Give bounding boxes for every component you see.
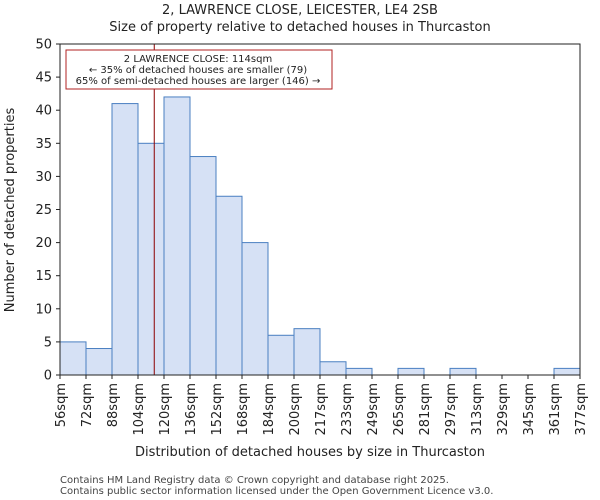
y-tick-label: 35 <box>35 137 52 152</box>
x-axis-label: Distribution of detached houses by size … <box>135 445 485 460</box>
x-axis-ticks: 56sqm 72sqm 88sqm 104sqm 120sqm 136sqm 152sqm 1… <box>54 375 589 436</box>
y-tick-label: 20 <box>35 236 52 251</box>
bar-120sqm <box>163 96 191 376</box>
x-tick-label: 152sqm <box>210 383 225 436</box>
annotation-line-3: 65% of semi-detached houses are larger (… <box>76 76 321 87</box>
y-tick-label: 30 <box>35 170 52 185</box>
x-tick-label: 361sqm <box>548 383 563 436</box>
x-tick-label: 184sqm <box>262 383 277 436</box>
y-tick-label: 0 <box>44 369 52 384</box>
x-tick-label: 200sqm <box>288 383 303 436</box>
y-tick-label: 25 <box>35 203 52 218</box>
x-tick-label: 217sqm <box>314 383 329 436</box>
x-tick-label: 249sqm <box>366 383 381 436</box>
y-axis-ticks: 0 5 10 15 20 25 30 35 40 45 50 <box>35 38 60 384</box>
x-tick-label: 345sqm <box>522 383 537 436</box>
y-tick-label: 15 <box>35 269 52 284</box>
bar-88sqm <box>111 103 139 376</box>
bar-200sqm <box>293 328 321 376</box>
annotation-line-2: ← 35% of detached houses are smaller (79… <box>89 65 307 76</box>
bar-361sqm <box>553 367 581 376</box>
annotation-line-1: 2 LAWRENCE CLOSE: 114sqm <box>124 54 272 65</box>
bar-136sqm <box>189 156 217 376</box>
plot-frame <box>59 43 581 376</box>
y-axis-label: Number of detached properties <box>3 108 18 313</box>
x-tick-label: 233sqm <box>340 383 355 436</box>
x-tick-label: 313sqm <box>470 383 485 436</box>
bar-56sqm <box>59 341 87 376</box>
footer-line-1: Contains HM Land Registry data © Crown c… <box>60 475 449 486</box>
bar-297sqm <box>449 367 477 376</box>
x-tick-label: 281sqm <box>418 383 433 436</box>
y-tick-label: 40 <box>35 104 52 119</box>
x-tick-label: 120sqm <box>158 383 173 436</box>
y-tick-label: 50 <box>35 38 52 53</box>
x-tick-label: 56sqm <box>54 383 69 427</box>
bars-group <box>59 96 581 376</box>
footer-line-2: Contains public sector information licen… <box>60 486 493 497</box>
x-tick-label: 136sqm <box>184 383 199 436</box>
bar-152sqm <box>215 195 243 376</box>
x-tick-label: 329sqm <box>496 383 511 436</box>
x-tick-label: 297sqm <box>444 383 459 436</box>
y-tick-label: 45 <box>35 71 52 86</box>
annotation-box <box>65 49 333 90</box>
bar-72sqm <box>85 348 113 376</box>
chart-subtitle: Size of property relative to detached ho… <box>109 20 490 35</box>
bar-168sqm <box>241 242 269 376</box>
y-tick-label: 5 <box>44 335 52 350</box>
x-tick-label: 88sqm <box>106 383 121 427</box>
x-tick-label: 72sqm <box>80 383 95 427</box>
bar-184sqm <box>267 334 295 376</box>
x-tick-label: 168sqm <box>236 383 251 436</box>
x-tick-label: 265sqm <box>392 383 407 436</box>
bar-217sqm <box>319 361 347 376</box>
x-tick-label: 377sqm <box>574 383 589 436</box>
bar-233sqm <box>345 367 373 376</box>
bar-265sqm <box>397 367 425 376</box>
x-tick-label: 104sqm <box>132 383 147 436</box>
chart-title: 2, LAWRENCE CLOSE, LEICESTER, LE4 2SB <box>162 3 438 18</box>
y-tick-label: 10 <box>35 302 52 317</box>
bar-104sqm <box>137 142 165 376</box>
